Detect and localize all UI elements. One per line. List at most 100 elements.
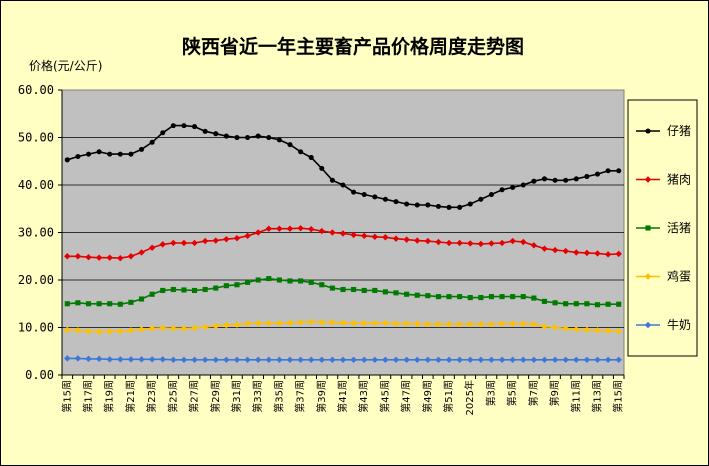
data-point bbox=[616, 301, 622, 307]
series-4 bbox=[64, 355, 622, 363]
data-point bbox=[372, 287, 378, 294]
data-point bbox=[255, 277, 261, 283]
data-point bbox=[371, 320, 379, 327]
data-point bbox=[191, 287, 198, 294]
data-point bbox=[509, 356, 516, 363]
legend-marker bbox=[645, 128, 651, 134]
data-point bbox=[160, 130, 166, 136]
x-tick-label: 第15周 bbox=[60, 380, 73, 413]
data-point bbox=[361, 287, 367, 294]
data-point bbox=[329, 229, 336, 236]
data-point bbox=[382, 356, 389, 363]
x-tick-label: 第45周 bbox=[378, 380, 391, 413]
data-point bbox=[425, 202, 431, 208]
data-point bbox=[298, 149, 304, 155]
data-point bbox=[404, 291, 410, 297]
data-point bbox=[350, 231, 357, 239]
data-point bbox=[138, 146, 145, 152]
data-point bbox=[276, 225, 283, 232]
data-point bbox=[382, 289, 388, 295]
data-point bbox=[414, 320, 421, 327]
data-point bbox=[605, 301, 611, 307]
data-point bbox=[530, 320, 538, 328]
data-point bbox=[170, 356, 177, 363]
data-point bbox=[573, 326, 580, 333]
data-point bbox=[318, 319, 325, 326]
data-point bbox=[180, 325, 188, 332]
data-point bbox=[392, 320, 400, 327]
data-point bbox=[594, 302, 601, 308]
data-point bbox=[604, 251, 612, 258]
x-tick-label: 第35周 bbox=[272, 380, 285, 413]
data-point bbox=[498, 320, 506, 327]
data-point bbox=[64, 157, 70, 163]
data-point bbox=[615, 356, 622, 363]
data-point bbox=[329, 285, 335, 291]
data-point bbox=[424, 356, 432, 363]
data-point bbox=[541, 176, 548, 182]
data-point bbox=[149, 291, 155, 297]
data-point bbox=[372, 194, 378, 200]
data-point bbox=[339, 319, 347, 326]
data-point bbox=[403, 236, 410, 243]
data-point bbox=[584, 301, 590, 307]
data-point bbox=[477, 356, 485, 363]
data-point bbox=[594, 327, 601, 334]
data-point bbox=[551, 356, 559, 363]
series-group bbox=[64, 123, 622, 363]
data-point bbox=[371, 233, 379, 240]
data-point bbox=[594, 250, 601, 257]
data-point bbox=[446, 294, 452, 300]
legend-marker bbox=[645, 225, 651, 231]
data-point bbox=[340, 286, 346, 293]
data-point bbox=[287, 142, 293, 148]
data-point bbox=[234, 134, 240, 141]
data-point bbox=[148, 356, 156, 363]
legend-label: 鸡蛋 bbox=[667, 269, 691, 284]
data-point bbox=[467, 320, 474, 328]
data-point bbox=[95, 355, 103, 363]
data-point bbox=[456, 239, 463, 247]
data-point bbox=[297, 319, 304, 326]
data-point bbox=[477, 320, 485, 328]
data-point bbox=[530, 356, 538, 363]
data-point bbox=[583, 356, 591, 363]
data-point bbox=[95, 254, 103, 261]
x-tick-label: 第21周 bbox=[124, 380, 137, 413]
x-tick-label: 第5周 bbox=[506, 380, 519, 406]
data-point bbox=[96, 149, 102, 155]
data-point bbox=[170, 239, 177, 247]
data-point bbox=[393, 199, 399, 205]
data-point bbox=[64, 301, 70, 307]
data-point bbox=[361, 356, 368, 363]
data-point bbox=[605, 168, 611, 174]
data-point bbox=[584, 173, 590, 180]
data-point bbox=[467, 295, 473, 301]
series-0 bbox=[64, 123, 622, 210]
data-point bbox=[424, 237, 432, 245]
data-point bbox=[445, 356, 453, 363]
data-point bbox=[435, 294, 441, 300]
data-point bbox=[488, 356, 495, 363]
data-point bbox=[371, 356, 379, 363]
data-point bbox=[245, 279, 251, 285]
x-tick-label: 第49周 bbox=[421, 380, 434, 413]
data-point bbox=[244, 232, 251, 240]
data-point bbox=[477, 240, 485, 248]
legend-item: 仔猪 bbox=[636, 124, 691, 138]
data-point bbox=[85, 151, 92, 157]
data-point bbox=[552, 177, 558, 183]
data-point bbox=[318, 356, 325, 363]
data-point bbox=[488, 191, 495, 198]
data-point bbox=[583, 249, 591, 257]
data-point bbox=[276, 356, 283, 363]
data-point bbox=[319, 165, 325, 171]
data-point bbox=[107, 301, 113, 307]
data-point bbox=[573, 356, 580, 363]
data-point bbox=[467, 356, 474, 363]
data-point bbox=[212, 356, 219, 363]
legend-item: 牛奶 bbox=[636, 317, 691, 332]
data-point bbox=[445, 239, 453, 247]
data-point bbox=[541, 298, 548, 304]
